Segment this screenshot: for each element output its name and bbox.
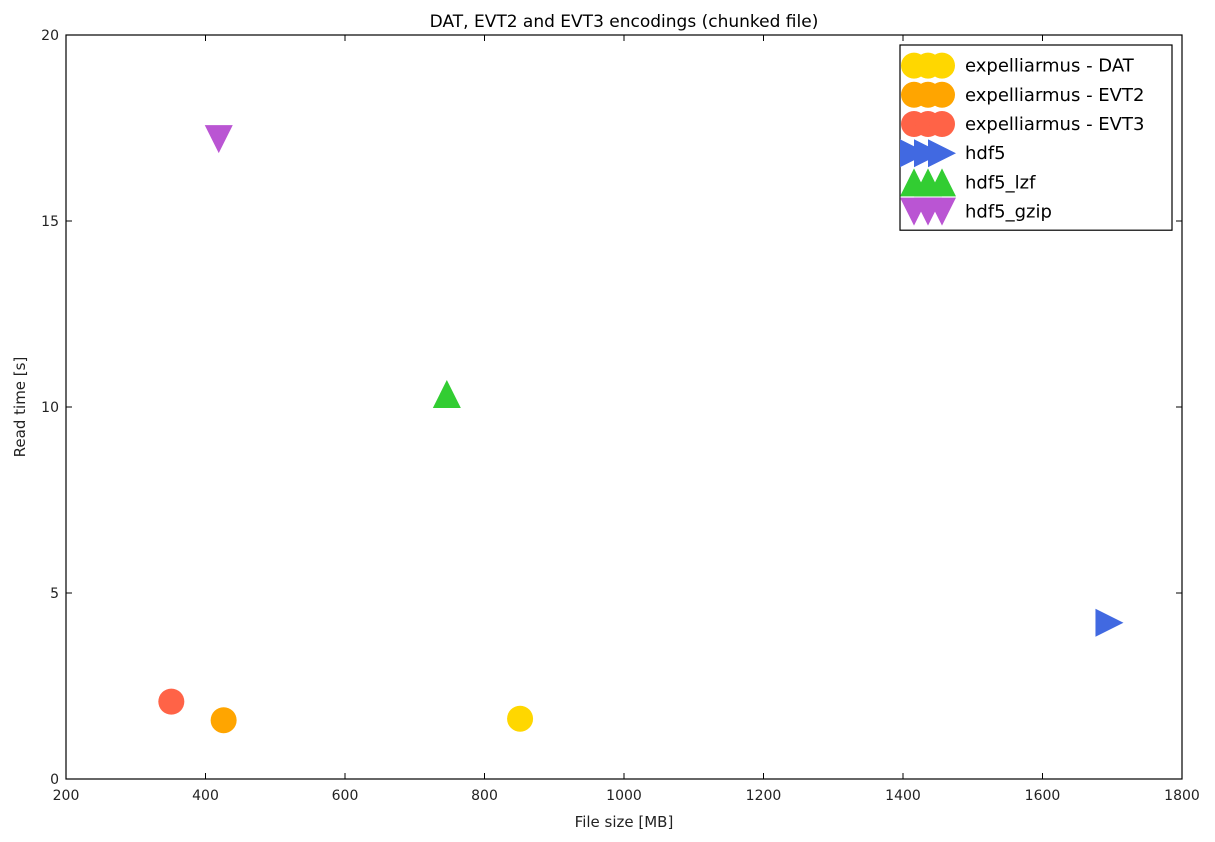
x-tick-label: 1000 [606, 788, 642, 804]
x-tick-label: 600 [332, 788, 359, 804]
chart-title: DAT, EVT2 and EVT3 encodings (chunked fi… [430, 12, 819, 32]
x-tick-label: 400 [192, 788, 219, 804]
legend-marker [928, 168, 956, 197]
y-tick-label: 15 [41, 214, 59, 230]
axis-ticks: 200 400 600 800 1000 1200 1400 1600 1800 0 5 10 15 20 [41, 28, 1200, 804]
legend-marker [928, 139, 956, 168]
x-tick-label: 1800 [1164, 788, 1200, 804]
y-axis-label: Read time [s] [11, 357, 29, 458]
y-tick-label: 10 [41, 400, 59, 416]
data-point [210, 707, 237, 734]
legend-marker [929, 111, 955, 137]
legend-marker [929, 81, 955, 108]
legend-label: hdf5_gzip [965, 202, 1052, 223]
x-tick-label: 200 [53, 788, 80, 804]
data-point [1095, 608, 1124, 637]
x-tick-label: 1600 [1025, 788, 1061, 804]
x-axis-label: File size [MB] [575, 813, 674, 831]
y-tick-label: 20 [41, 28, 59, 44]
data-point [158, 688, 185, 715]
x-tick-label: 1200 [746, 788, 782, 804]
legend-label: expelliarmus - EVT2 [965, 85, 1144, 106]
data-point [507, 705, 534, 732]
legend-label: expelliarmus - EVT3 [965, 114, 1144, 135]
data-point [204, 125, 233, 154]
data-points [158, 125, 1124, 734]
legend-marker [929, 52, 955, 79]
legend: expelliarmus - DAT expelliarmus - EVT2 exp… [899, 44, 1173, 231]
legend-label: expelliarmus - DAT [965, 56, 1135, 77]
legend-label: hdf5_lzf [965, 172, 1036, 193]
legend-marker [928, 197, 956, 226]
x-tick-label: 800 [471, 788, 498, 804]
y-tick-label: 5 [50, 586, 59, 602]
y-tick-label: 0 [50, 772, 59, 788]
data-point [432, 379, 461, 408]
x-tick-label: 1400 [885, 788, 921, 804]
legend-label: hdf5 [965, 143, 1006, 164]
